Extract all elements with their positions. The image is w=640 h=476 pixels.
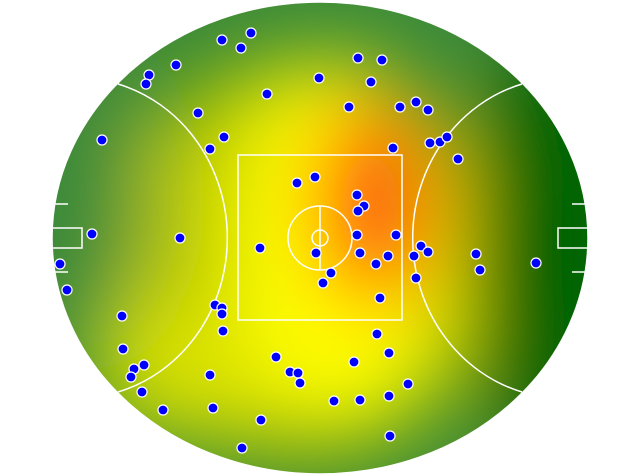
point: [384, 430, 396, 442]
point: [387, 142, 399, 154]
point: [354, 394, 366, 406]
point: [313, 72, 325, 84]
point: [354, 247, 366, 259]
point: [291, 177, 303, 189]
point: [218, 131, 230, 143]
point: [192, 107, 204, 119]
point: [351, 229, 363, 241]
point: [170, 59, 182, 71]
point: [235, 42, 247, 54]
point: [376, 54, 388, 66]
point: [157, 404, 169, 416]
point: [390, 229, 402, 241]
point: [410, 272, 422, 284]
point: [255, 414, 267, 426]
point: [348, 356, 360, 368]
point: [422, 104, 434, 116]
point: [351, 189, 363, 201]
point: [402, 378, 414, 390]
point: [270, 351, 282, 363]
point: [424, 137, 436, 149]
point: [370, 258, 382, 270]
point: [96, 134, 108, 146]
point: [317, 277, 329, 289]
point: [441, 131, 453, 143]
point: [292, 367, 304, 379]
point: [138, 359, 150, 371]
point: [474, 264, 486, 276]
point: [415, 240, 427, 252]
point: [422, 246, 434, 258]
point: [236, 442, 248, 454]
point: [136, 386, 148, 398]
point: [470, 248, 482, 260]
field-lines: [51, 1, 589, 475]
point: [216, 34, 228, 46]
point: [174, 232, 186, 244]
point: [207, 402, 219, 414]
point: [116, 310, 128, 322]
point: [383, 347, 395, 359]
point: [325, 267, 337, 279]
point: [86, 228, 98, 240]
point: [245, 27, 257, 39]
point: [54, 258, 66, 270]
point: [204, 369, 216, 381]
point: [328, 395, 340, 407]
point: [254, 242, 266, 254]
point: [61, 284, 73, 296]
point: [117, 343, 129, 355]
point: [365, 76, 377, 88]
point: [352, 52, 364, 64]
point: [530, 257, 542, 269]
point: [310, 247, 322, 259]
point: [452, 153, 464, 165]
point: [204, 143, 216, 155]
point: [125, 371, 137, 383]
point: [294, 377, 306, 389]
point: [383, 390, 395, 402]
point: [382, 250, 394, 262]
point: [261, 88, 273, 100]
point: [217, 325, 229, 337]
point: [140, 78, 152, 90]
point: [343, 101, 355, 113]
point: [352, 205, 364, 217]
point: [394, 101, 406, 113]
point: [374, 292, 386, 304]
point: [371, 328, 383, 340]
point: [216, 308, 228, 320]
point: [410, 96, 422, 108]
point: [309, 171, 321, 183]
point: [408, 250, 420, 262]
